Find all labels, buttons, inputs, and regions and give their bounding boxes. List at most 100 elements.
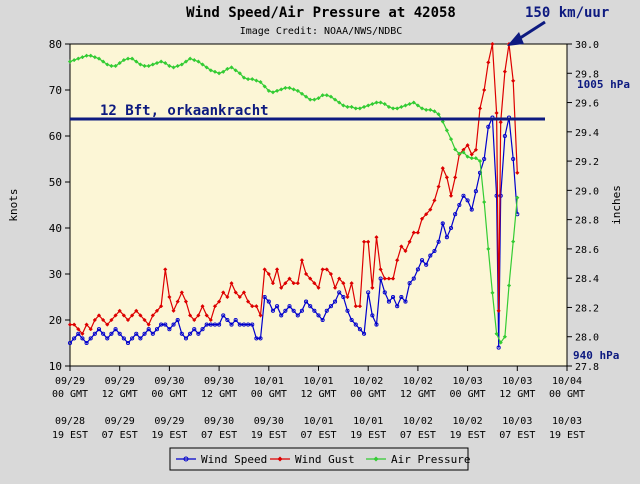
air-pressure-point	[71, 57, 77, 63]
x-tick-label: 10/02	[403, 416, 433, 427]
legend-wind-gust-marker	[277, 456, 283, 462]
x-tick-label: 10/01	[303, 416, 333, 427]
wind-speed-point	[469, 207, 474, 212]
y-left-tick-label: 30	[49, 268, 62, 281]
air-pressure-point	[378, 100, 383, 105]
air-pressure-point	[320, 93, 325, 98]
wind-speed-point	[246, 322, 251, 327]
air-pressure-point	[328, 94, 334, 99]
wind-speed-point	[316, 313, 321, 318]
wind-speed-point	[299, 308, 304, 313]
wind-speed-point	[349, 317, 354, 323]
x-tick-label: 19 EST	[251, 430, 287, 441]
air-pressure-point	[196, 59, 201, 64]
air-pressure-point	[208, 68, 213, 73]
wind-gust-point	[341, 281, 346, 286]
wind-gust-point	[465, 143, 470, 148]
y-right-tick-label: 28.4	[575, 274, 599, 285]
wind-gust-point	[163, 267, 168, 272]
wind-gust-point	[154, 308, 160, 313]
y-left-tick-label: 40	[49, 222, 62, 235]
wind-gust-point	[291, 281, 296, 286]
air-pressure-point	[498, 340, 503, 345]
wind-gust-point	[308, 276, 313, 281]
air-pressure-point	[411, 100, 416, 105]
wind-speed-point	[254, 336, 259, 341]
x-tick-label: 10/04	[552, 376, 582, 387]
x-tick-label: 09/30	[154, 376, 184, 387]
wind-speed-point	[428, 253, 433, 258]
y-axis-right-label: inches	[610, 185, 623, 225]
wind-speed-point	[407, 281, 412, 286]
air-pressure-point	[105, 62, 110, 67]
air-pressure-point	[200, 62, 205, 67]
wind-speed-point	[457, 202, 462, 208]
x-tick-label: 07 EST	[499, 430, 535, 441]
wind-speed-point	[386, 299, 391, 304]
x-tick-label: 10/03	[552, 416, 582, 427]
wind-speed-point	[101, 331, 106, 336]
wind-speed-point	[84, 340, 89, 346]
wind-speed-point	[324, 308, 329, 313]
wind-speed-point	[511, 156, 516, 162]
x-tick-label: 00 GMT	[151, 389, 187, 400]
y-right-tick-label: 29.2	[575, 157, 599, 168]
air-pressure-point	[76, 56, 81, 61]
air-pressure-point	[341, 103, 346, 108]
wind-speed-point	[258, 336, 263, 341]
air-pressure-point	[67, 59, 73, 64]
wind-gust-point	[175, 299, 180, 304]
wind-speed-point	[204, 322, 209, 327]
air-pressure-point	[349, 104, 354, 110]
wind-gust-point	[287, 276, 292, 281]
wind-speed-point	[295, 313, 300, 318]
wind-gust-point	[419, 216, 425, 221]
wind-speed-point	[432, 248, 437, 254]
x-tick-label: 10/02	[453, 416, 483, 427]
air-pressure-point	[482, 199, 487, 205]
wind-speed-point	[221, 313, 226, 318]
x-tick-label: 09/29	[55, 376, 85, 387]
y-right-tick-label: 28.8	[575, 216, 599, 227]
air-pressure-point	[154, 60, 160, 66]
wind-speed-point	[266, 299, 271, 304]
wind-gust-point	[502, 69, 508, 74]
wind-gust-point	[332, 285, 338, 290]
air-pressure-point	[163, 60, 168, 66]
air-pressure-point	[146, 63, 151, 69]
air-pressure-point	[216, 71, 222, 76]
x-tick-label: 00 GMT	[450, 389, 486, 400]
wind-gust-point	[221, 290, 226, 295]
y-left-tick-label: 20	[49, 314, 62, 327]
wind-gust-point	[482, 87, 487, 93]
wind-gust-point	[494, 110, 499, 116]
legend-box	[169, 447, 469, 471]
wind-speed-point	[275, 304, 280, 309]
wind-gust-point	[477, 106, 483, 111]
air-pressure-point	[332, 97, 338, 102]
wind-speed-point	[424, 262, 429, 267]
air-pressure-point	[428, 107, 433, 113]
y-axis-left-label: knots	[7, 188, 20, 221]
wind-gust-point	[274, 267, 280, 272]
x-tick-label: 12 GMT	[102, 389, 138, 400]
wind-speed-point	[72, 336, 77, 341]
wind-gust-point	[386, 276, 392, 281]
air-pressure-point	[245, 76, 251, 82]
wind-gust-point	[424, 212, 429, 217]
air-pressure-point	[129, 56, 135, 61]
wind-gust-point	[303, 271, 309, 277]
x-tick-label: 00 GMT	[251, 389, 287, 400]
wind-gust-point	[254, 304, 259, 309]
air-pressure-point	[125, 56, 131, 61]
x-tick-label: 10/02	[403, 376, 433, 387]
wind-gust-point	[158, 304, 164, 309]
hpa-high-label: 1005 hPa	[577, 78, 630, 91]
hurricane-threshold-label: 12 Bft, orkaankracht	[100, 103, 269, 119]
wind-gust-point	[378, 267, 383, 272]
wind-gust-point	[187, 313, 193, 318]
wind-gust-point	[67, 322, 73, 327]
wind-speed-point	[279, 313, 284, 318]
wind-gust-point	[486, 60, 491, 65]
wind-speed-point	[283, 308, 288, 313]
